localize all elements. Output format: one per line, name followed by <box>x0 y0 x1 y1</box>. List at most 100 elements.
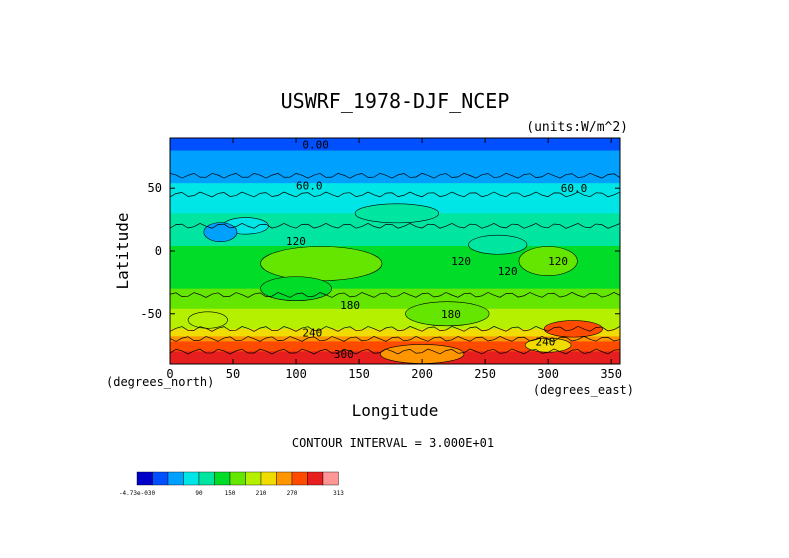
y-unit-note: (degrees_north) <box>106 375 214 389</box>
x-tick-label: 200 <box>411 367 433 381</box>
y-axis-label: Latitude <box>113 212 132 289</box>
contour-band <box>170 258 620 262</box>
contour-band <box>170 278 620 282</box>
contour-band <box>170 148 620 152</box>
x-tick-label: 0 <box>166 367 173 381</box>
colorbar-swatch <box>214 471 231 486</box>
contour-band <box>170 248 620 252</box>
contour-band <box>170 261 620 265</box>
contour-band <box>170 143 620 147</box>
contour-labels: 0.00 60.0 60.0 120 120 120 120 180 180 240 240 300 <box>286 138 587 361</box>
plot-area: 0.00 60.0 60.0 120 120 120 120 180 180 240 240 300 <box>170 138 620 364</box>
contour-band <box>170 153 620 157</box>
contour-band <box>170 328 620 332</box>
contour-band <box>170 298 620 302</box>
contour-band <box>170 293 620 297</box>
contour-band <box>170 223 620 227</box>
contour-band <box>170 245 620 250</box>
y-tick-label: 0 <box>155 244 162 258</box>
y-tick-label: -50 <box>140 307 162 321</box>
colorbar-swatch <box>307 471 324 486</box>
contour-band <box>170 323 620 327</box>
contour-band <box>170 185 620 189</box>
contour-band <box>170 238 620 242</box>
contour-label: 0.00 <box>302 138 329 151</box>
contour-band <box>170 233 620 237</box>
colorbar-swatch <box>229 471 246 486</box>
contour-band <box>170 170 620 174</box>
contour-band <box>170 253 620 257</box>
contour-region <box>405 301 490 327</box>
contour-band <box>170 318 620 322</box>
colorbar-swatch <box>322 471 339 486</box>
contour-band <box>170 173 620 177</box>
contour-label: 120 <box>498 265 518 278</box>
contour-line <box>170 325 620 332</box>
x-axis-label: Longitude <box>352 401 439 420</box>
colorbar-swatch <box>152 471 169 486</box>
contour-band <box>170 338 620 342</box>
contour-band <box>170 230 620 235</box>
contour-band <box>170 313 620 317</box>
x-tick-label: 50 <box>226 367 240 381</box>
contour-band <box>170 256 620 260</box>
contour-band <box>170 188 620 192</box>
contour-band <box>170 160 620 164</box>
contour-band <box>170 243 620 247</box>
contour-band <box>170 140 620 144</box>
contour-line <box>170 191 620 198</box>
x-tick-label: 250 <box>474 367 496 381</box>
contour-band <box>170 195 620 199</box>
contour-line <box>170 348 620 355</box>
contour-band <box>170 301 620 305</box>
contour-band <box>170 276 620 280</box>
colorbar-label: 150 <box>225 490 236 497</box>
contour-band <box>170 341 620 345</box>
units-label: (units:W/m^2) <box>526 120 628 135</box>
contour-band <box>170 168 620 172</box>
contour-label: 120 <box>286 235 306 248</box>
contour-label: 240 <box>302 327 322 340</box>
contour-band <box>170 271 620 275</box>
contour-band <box>170 150 620 154</box>
contour-band <box>170 251 620 255</box>
colorbar-label: 210 <box>256 490 267 497</box>
colorbar-swatch <box>198 471 215 486</box>
contour-band <box>170 155 620 159</box>
contour-band <box>170 266 620 270</box>
contour-band <box>170 326 620 330</box>
contour-label: 180 <box>441 308 461 321</box>
x-axis-ticks: 0 50 100 150 200 250 300 350 <box>166 138 622 381</box>
contour-label: 240 <box>536 335 556 348</box>
contour-band <box>170 306 620 310</box>
colorbar-label: 270 <box>287 490 298 497</box>
contour-band <box>170 145 620 149</box>
contour-band <box>170 180 620 184</box>
contour-line <box>170 335 620 342</box>
contour-label: 120 <box>548 255 568 268</box>
contour-band <box>170 303 620 307</box>
contour-label: 60.0 <box>561 182 588 195</box>
contour-band <box>170 228 620 232</box>
contour-region <box>468 234 528 255</box>
contour-line <box>170 222 620 229</box>
x-unit-note: (degrees_east) <box>533 383 634 397</box>
contour-band <box>170 283 620 287</box>
x-tick-label: 350 <box>600 367 622 381</box>
y-axis-ticks: 50 0 -50 <box>140 181 620 321</box>
colorbar-swatch <box>167 471 184 486</box>
colorbar-label: 90 <box>195 490 203 497</box>
contour-region <box>354 203 440 224</box>
y-tick-label: 50 <box>148 181 162 195</box>
contour-interval-text: CONTOUR INTERVAL = 3.000E+01 <box>292 436 494 450</box>
contour-region <box>187 311 228 329</box>
contour-region <box>518 246 578 276</box>
contour-band <box>170 163 620 167</box>
colorbar-swatch <box>136 471 153 486</box>
contour-band <box>170 235 620 240</box>
contour-band <box>170 225 620 229</box>
contour-band <box>170 200 620 204</box>
contour-band <box>170 165 620 169</box>
colorbar-swatch <box>245 471 262 486</box>
contour-band <box>170 286 620 290</box>
